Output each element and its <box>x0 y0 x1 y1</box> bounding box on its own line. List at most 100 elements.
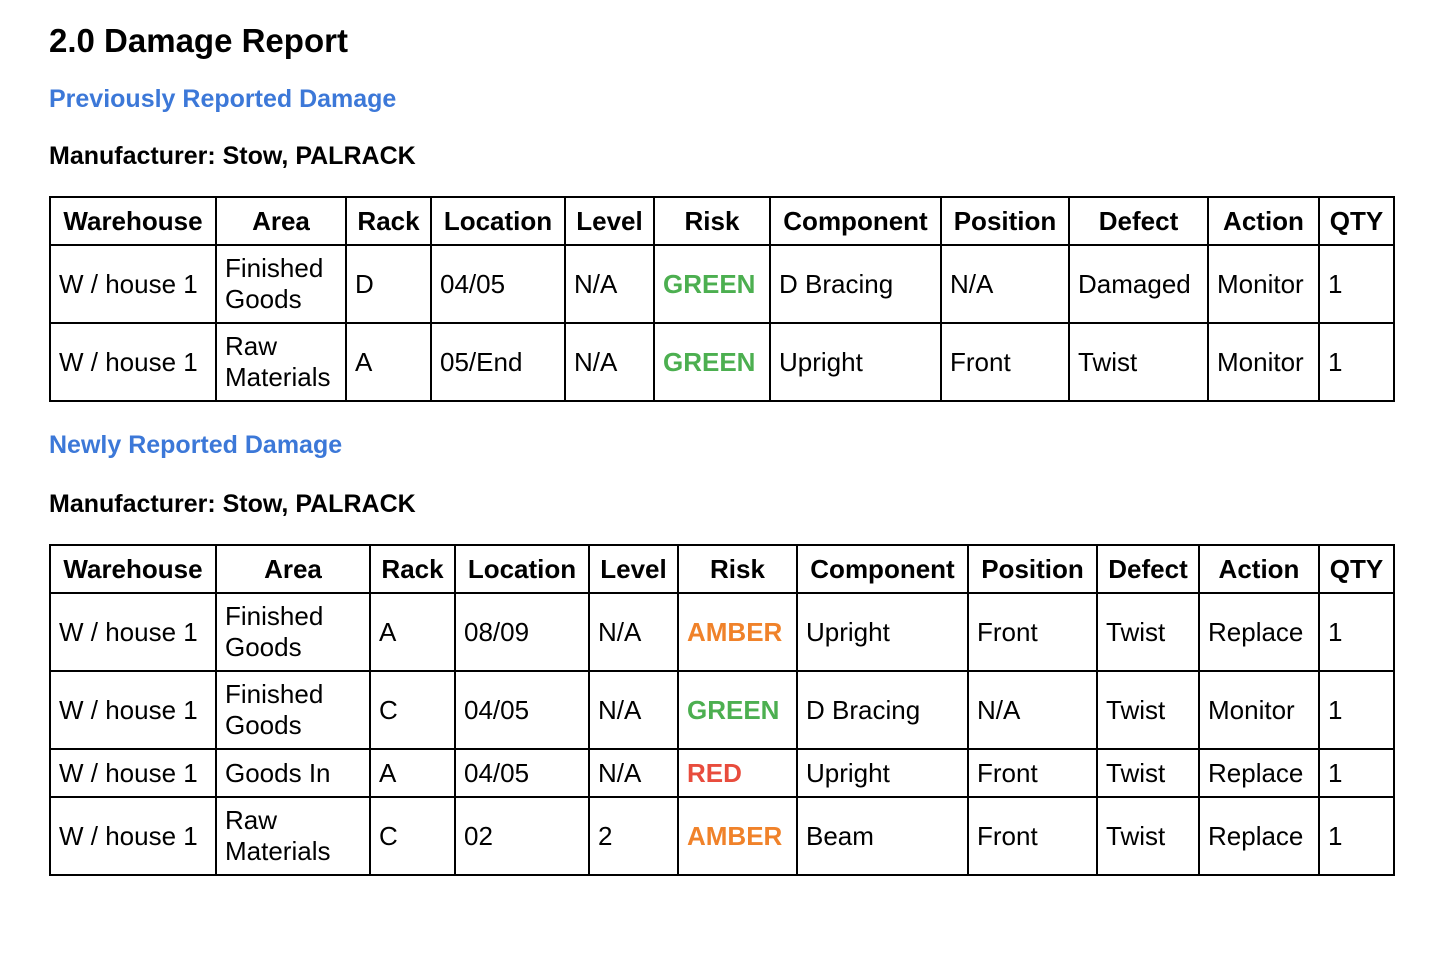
risk-cell: AMBER <box>677 592 798 672</box>
table-cell: W / house 1 <box>49 796 217 876</box>
table-cell: Finished Goods <box>215 592 371 672</box>
table-cell: Upright <box>769 322 942 402</box>
table-cell: 2 <box>588 796 679 876</box>
table-cell: D <box>345 244 432 324</box>
column-header: Level <box>564 196 655 246</box>
table-cell: Replace <box>1198 592 1320 672</box>
table-cell: W / house 1 <box>49 670 217 750</box>
column-header: Component <box>796 544 969 594</box>
table-head: Warehouse Area Rack Location Level Risk Compon… <box>49 196 1395 246</box>
table-body: W / house 1 Finished Goods A 08/09 N/A AMBER U… <box>49 592 1395 876</box>
table-cell: Front <box>940 322 1070 402</box>
table-cell: 1 <box>1318 244 1395 324</box>
risk-cell: GREEN <box>653 322 771 402</box>
table-cell: A <box>369 592 456 672</box>
table-row: W / house 1 Raw Materials C 02 2 AMBER Beam Fro… <box>49 796 1395 876</box>
sections: Previously Reported Damage Manufacturer: … <box>49 80 1432 876</box>
table-row: W / house 1 Raw Materials A 05/End N/A GREEN U… <box>49 322 1395 402</box>
header-row: Warehouse Area Rack Location Level Risk Compon… <box>49 544 1395 594</box>
column-header: QTY <box>1318 544 1395 594</box>
risk-cell: AMBER <box>677 796 798 876</box>
column-header: Level <box>588 544 679 594</box>
table-cell: N/A <box>588 592 679 672</box>
table-head: Warehouse Area Rack Location Level Risk Compon… <box>49 544 1395 594</box>
table-cell: A <box>369 748 456 798</box>
risk-cell: GREEN <box>677 670 798 750</box>
table-cell: W / house 1 <box>49 322 217 402</box>
table-body: W / house 1 Finished Goods D 04/05 N/A GREEN D… <box>49 244 1395 402</box>
table-cell: Replace <box>1198 796 1320 876</box>
table-cell: N/A <box>588 748 679 798</box>
risk-cell: GREEN <box>653 244 771 324</box>
table-cell: W / house 1 <box>49 244 217 324</box>
table-cell: 04/05 <box>454 748 590 798</box>
table-cell: N/A <box>564 322 655 402</box>
table-cell: C <box>369 670 456 750</box>
table-cell: Damaged <box>1068 244 1209 324</box>
header-row: Warehouse Area Rack Location Level Risk Compon… <box>49 196 1395 246</box>
table-cell: Replace <box>1198 748 1320 798</box>
table-row: W / house 1 Finished Goods C 04/05 N/A GREEN D… <box>49 670 1395 750</box>
column-header: Location <box>430 196 566 246</box>
table-cell: Front <box>967 796 1098 876</box>
table-cell: Twist <box>1096 592 1200 672</box>
page: 2.0 Damage Report Previously Reported Da… <box>49 22 1432 876</box>
table-cell: Upright <box>796 592 969 672</box>
table-cell: D Bracing <box>796 670 969 750</box>
manufacturer: Manufacturer: Stow, PALRACK <box>49 490 416 518</box>
table-cell: 1 <box>1318 670 1395 750</box>
column-header: Position <box>967 544 1098 594</box>
column-header: Warehouse <box>49 196 217 246</box>
table-cell: Monitor <box>1198 670 1320 750</box>
table-cell: 04/05 <box>430 244 566 324</box>
table-cell: Monitor <box>1207 244 1320 324</box>
table-cell: D Bracing <box>769 244 942 324</box>
table-cell: N/A <box>588 670 679 750</box>
manufacturer: Manufacturer: Stow, PALRACK <box>49 142 416 170</box>
column-header: QTY <box>1318 196 1395 246</box>
table-cell: Twist <box>1096 670 1200 750</box>
table-row: W / house 1 Finished Goods D 04/05 N/A GREEN D… <box>49 244 1395 324</box>
column-header: Action <box>1198 544 1320 594</box>
column-header: Defect <box>1096 544 1200 594</box>
table-cell: Beam <box>796 796 969 876</box>
table-cell: Twist <box>1096 748 1200 798</box>
table-cell: Goods In <box>215 748 371 798</box>
column-header: Action <box>1207 196 1320 246</box>
table-cell: 1 <box>1318 322 1395 402</box>
table-cell: Raw Materials <box>215 796 371 876</box>
damage-table: Warehouse Area Rack Location Level Risk Compon… <box>49 544 1395 876</box>
table-cell: 04/05 <box>454 670 590 750</box>
table-cell: 02 <box>454 796 590 876</box>
column-header: Area <box>215 196 347 246</box>
column-header: Rack <box>345 196 432 246</box>
table-cell: Monitor <box>1207 322 1320 402</box>
table-cell: W / house 1 <box>49 748 217 798</box>
column-header: Rack <box>369 544 456 594</box>
risk-cell: RED <box>677 748 798 798</box>
table-cell: Front <box>967 592 1098 672</box>
table-cell: Upright <box>796 748 969 798</box>
column-header: Risk <box>653 196 771 246</box>
table-cell: W / house 1 <box>49 592 217 672</box>
table-row: W / house 1 Finished Goods A 08/09 N/A AMBER U… <box>49 592 1395 672</box>
table-cell: 1 <box>1318 592 1395 672</box>
table-cell: Twist <box>1096 796 1200 876</box>
table-cell: Finished Goods <box>215 670 371 750</box>
table-cell: 1 <box>1318 748 1395 798</box>
section: Previously Reported Damage Manufacturer: … <box>49 80 1432 402</box>
table-cell: A <box>345 322 432 402</box>
table-cell: N/A <box>564 244 655 324</box>
column-header: Position <box>940 196 1070 246</box>
table-cell: C <box>369 796 456 876</box>
column-header: Warehouse <box>49 544 217 594</box>
column-header: Area <box>215 544 371 594</box>
report-title: 2.0 Damage Report <box>49 22 348 59</box>
table-cell: 1 <box>1318 796 1395 876</box>
table-cell: 05/End <box>430 322 566 402</box>
table-cell: Raw Materials <box>215 322 347 402</box>
table-cell: Twist <box>1068 322 1209 402</box>
column-header: Location <box>454 544 590 594</box>
section: Newly Reported Damage Manufacturer: Stow,… <box>49 426 1432 876</box>
table-cell: N/A <box>940 244 1070 324</box>
